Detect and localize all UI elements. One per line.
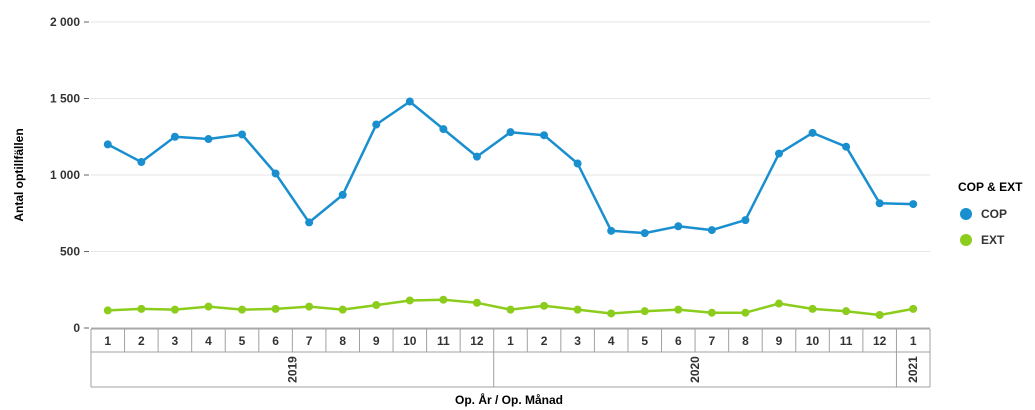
x-tick-label: 6 <box>272 334 279 348</box>
data-point-ext[interactable] <box>472 298 481 307</box>
x-axis-title: Op. År / Op. Månad <box>455 392 563 407</box>
x-tick-label: 11 <box>840 334 853 348</box>
legend-marker-ext <box>960 234 972 246</box>
data-point-ext[interactable] <box>607 309 616 318</box>
data-point-ext[interactable] <box>842 307 851 316</box>
data-point-cop[interactable] <box>472 152 481 161</box>
x-tick-label: 1 <box>104 334 111 348</box>
x-tick-label: 2 <box>138 334 145 348</box>
y-tick-label: 500 <box>60 245 80 259</box>
x-tick-label: 8 <box>742 334 749 348</box>
data-point-cop[interactable] <box>506 128 515 137</box>
y-tick-label: 1 500 <box>50 92 80 106</box>
data-point-cop[interactable] <box>842 142 851 151</box>
x-tick-label: 8 <box>339 334 346 348</box>
x-tick-label: 3 <box>574 334 581 348</box>
legend-marker-cop <box>960 208 972 220</box>
data-point-cop[interactable] <box>674 222 683 231</box>
x-tick-label: 4 <box>608 334 615 348</box>
data-point-ext[interactable] <box>808 304 817 313</box>
x-tick-label: 9 <box>373 334 380 348</box>
x-tick-label: 12 <box>873 334 887 348</box>
data-point-cop[interactable] <box>607 226 616 235</box>
x-tick-label: 4 <box>205 334 212 348</box>
data-point-cop[interactable] <box>741 216 750 225</box>
legend-label-ext[interactable]: EXT <box>981 233 1005 247</box>
data-point-ext[interactable] <box>707 308 716 317</box>
data-point-ext[interactable] <box>674 305 683 314</box>
y-tick-label: 2 000 <box>50 15 80 29</box>
y-tick-label: 0 <box>73 321 80 335</box>
x-tick-label: 10 <box>403 334 417 348</box>
x-tick-label: 1 <box>507 334 514 348</box>
data-point-ext[interactable] <box>540 301 549 310</box>
data-point-ext[interactable] <box>741 308 750 317</box>
data-point-cop[interactable] <box>305 218 314 227</box>
data-point-cop[interactable] <box>808 128 817 137</box>
data-point-cop[interactable] <box>774 149 783 158</box>
data-point-ext[interactable] <box>271 304 280 313</box>
data-point-ext[interactable] <box>640 307 649 316</box>
data-point-ext[interactable] <box>774 299 783 308</box>
data-point-ext[interactable] <box>875 310 884 319</box>
data-point-ext[interactable] <box>573 305 582 314</box>
x-tick-label: 12 <box>470 334 484 348</box>
x-tick-label: 3 <box>172 334 179 348</box>
data-point-ext[interactable] <box>439 295 448 304</box>
x-tick-label: 7 <box>709 334 716 348</box>
data-point-cop[interactable] <box>204 135 213 144</box>
x-tick-label: 5 <box>641 334 648 348</box>
x-tick-label: 1 <box>910 334 917 348</box>
series-lines <box>103 97 918 319</box>
data-point-cop[interactable] <box>707 226 716 235</box>
grid-lines <box>91 21 930 329</box>
data-point-cop[interactable] <box>405 97 414 106</box>
data-point-ext[interactable] <box>103 306 112 315</box>
legend: COP & EXT COP EXT <box>958 180 1023 247</box>
x-group-label: 2021 <box>906 356 920 383</box>
data-point-ext[interactable] <box>909 304 918 313</box>
x-tick-label: 2 <box>541 334 548 348</box>
data-point-ext[interactable] <box>405 296 414 305</box>
x-tick-label: 7 <box>306 334 313 348</box>
data-point-cop[interactable] <box>875 199 884 208</box>
data-point-cop[interactable] <box>338 190 347 199</box>
x-group-label: 2019 <box>285 356 299 383</box>
x-tick-label: 10 <box>806 334 820 348</box>
data-point-ext[interactable] <box>137 304 146 313</box>
data-point-cop[interactable] <box>137 157 146 166</box>
data-point-ext[interactable] <box>372 301 381 310</box>
x-tick-label: 11 <box>437 334 450 348</box>
x-tick-label: 9 <box>776 334 783 348</box>
data-point-cop[interactable] <box>372 120 381 129</box>
series-line-cop <box>107 100 914 235</box>
data-point-cop[interactable] <box>271 169 280 178</box>
data-point-cop[interactable] <box>640 229 649 238</box>
data-point-cop[interactable] <box>238 130 247 139</box>
data-point-ext[interactable] <box>338 305 347 314</box>
data-point-cop[interactable] <box>170 132 179 141</box>
y-axis-title: Antal optillfällen <box>12 128 26 221</box>
legend-title: COP & EXT <box>958 180 1023 194</box>
x-tick-label: 5 <box>239 334 246 348</box>
y-tick-label: 1 000 <box>50 168 80 182</box>
x-group-label: 2020 <box>688 356 702 383</box>
data-point-cop[interactable] <box>439 125 448 134</box>
data-point-ext[interactable] <box>305 302 314 311</box>
data-point-ext[interactable] <box>238 305 247 314</box>
y-axis-ticks: 0 500 1 000 1 500 2 000 <box>50 15 89 335</box>
data-point-ext[interactable] <box>204 302 213 311</box>
legend-label-cop[interactable]: COP <box>981 207 1007 221</box>
data-point-cop[interactable] <box>103 140 112 149</box>
data-point-cop[interactable] <box>909 200 918 209</box>
x-tick-label: 6 <box>675 334 682 348</box>
legend-items: COP EXT <box>960 207 1007 247</box>
data-point-ext[interactable] <box>506 305 515 314</box>
data-point-cop[interactable] <box>573 159 582 168</box>
data-point-cop[interactable] <box>540 131 549 140</box>
data-point-ext[interactable] <box>170 305 179 314</box>
